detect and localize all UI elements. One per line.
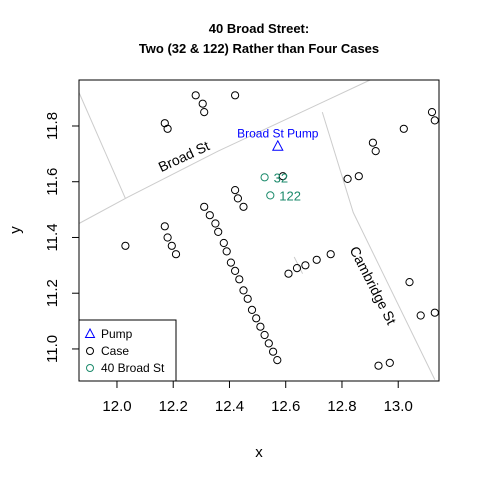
pump-marker bbox=[271, 139, 284, 151]
legend-symbol-0 bbox=[84, 327, 96, 338]
case-point-1 bbox=[198, 99, 207, 108]
case-point-25 bbox=[233, 194, 242, 203]
legend-label-0: Pump bbox=[101, 327, 133, 341]
case-point-17 bbox=[247, 305, 257, 314]
case-point-28 bbox=[160, 222, 169, 231]
case-point-14 bbox=[235, 275, 244, 284]
road-lines bbox=[78, 79, 436, 380]
case-point-22 bbox=[269, 347, 278, 356]
case-point-9 bbox=[214, 227, 223, 236]
pump-label: Broad St Pump bbox=[237, 126, 319, 140]
x-tick-label-12.8: 12.8 bbox=[327, 398, 356, 415]
case-point-21 bbox=[264, 339, 273, 348]
case-point-36 bbox=[312, 255, 321, 264]
case-point-41 bbox=[371, 147, 380, 156]
case-point-12 bbox=[226, 258, 235, 267]
chart-title-line2: Two (32 & 122) Rather than Four Cases bbox=[139, 41, 379, 56]
broad-st-40-label-32: 32 bbox=[274, 170, 288, 185]
case-point-35 bbox=[301, 261, 310, 270]
case-point-32 bbox=[121, 241, 130, 250]
x-axis: 12.0 12.2 12.4 12.6 12.8 13.0 bbox=[102, 380, 413, 415]
case-point-42 bbox=[399, 124, 408, 133]
case-point-46 bbox=[416, 311, 425, 320]
case-point-47 bbox=[430, 308, 439, 317]
y-tick-label-11.6: 11.6 bbox=[44, 168, 61, 196]
y-tick-label-11.2: 11.2 bbox=[44, 279, 61, 307]
case-point-27 bbox=[278, 172, 287, 181]
case-points bbox=[121, 91, 439, 370]
legend-symbol-1 bbox=[86, 347, 94, 355]
case-point-44 bbox=[430, 116, 439, 125]
broad-st-40-point-122 bbox=[266, 191, 275, 200]
y-tick-label-11.8: 11.8 bbox=[44, 112, 61, 140]
case-point-37 bbox=[326, 250, 335, 259]
street-label-0: Broad St bbox=[156, 137, 212, 175]
case-point-8 bbox=[211, 219, 220, 228]
broad-st-40-point-32 bbox=[260, 173, 269, 182]
x-tick-label-12.6: 12.6 bbox=[271, 398, 300, 415]
case-point-34 bbox=[292, 264, 302, 273]
case-point-11 bbox=[222, 247, 231, 256]
case-point-45 bbox=[405, 278, 414, 287]
case-point-19 bbox=[256, 322, 265, 331]
case-point-16 bbox=[243, 294, 252, 303]
road-line-0 bbox=[78, 79, 371, 224]
case-point-0 bbox=[191, 91, 200, 100]
case-point-6 bbox=[200, 202, 209, 211]
legend-box bbox=[78, 319, 177, 382]
y-axis: 11.0 11.2 11.4 11.6 11.8 bbox=[44, 112, 80, 363]
case-point-48 bbox=[374, 361, 383, 370]
case-point-43 bbox=[427, 108, 437, 117]
x-tick-label-13.0: 13.0 bbox=[384, 398, 413, 415]
x-tick-label-12.0: 12.0 bbox=[102, 398, 131, 415]
x-tick-label-12.4: 12.4 bbox=[215, 398, 244, 415]
case-point-18 bbox=[252, 314, 261, 323]
case-point-38 bbox=[343, 174, 352, 183]
case-point-24 bbox=[231, 186, 240, 195]
broad-st-40-label-122: 122 bbox=[279, 188, 301, 203]
case-point-49 bbox=[385, 358, 394, 367]
legend: Pump Case 40 Broad St bbox=[78, 319, 177, 382]
case-point-10 bbox=[219, 238, 228, 248]
road-line-3 bbox=[293, 256, 304, 274]
y-tick-label-11.0: 11.0 bbox=[44, 335, 61, 363]
legend-label-2: 40 Broad St bbox=[101, 361, 165, 375]
case-point-4 bbox=[160, 119, 169, 128]
case-point-7 bbox=[205, 211, 214, 220]
legend-label-1: Case bbox=[101, 344, 129, 358]
case-point-20 bbox=[260, 330, 269, 340]
case-point-39 bbox=[354, 172, 363, 181]
road-line-2 bbox=[321, 111, 436, 380]
case-point-15 bbox=[239, 286, 248, 295]
case-point-33 bbox=[284, 269, 293, 278]
case-point-3 bbox=[231, 91, 240, 100]
road-line-1 bbox=[78, 92, 126, 199]
pump-marker-group: Broad St Pump bbox=[237, 126, 319, 151]
case-point-31 bbox=[171, 250, 181, 259]
legend-symbol-2 bbox=[86, 364, 94, 372]
chart-title-line1: 40 Broad Street: bbox=[209, 21, 309, 36]
case-point-40 bbox=[368, 138, 377, 147]
y-axis-label: y bbox=[7, 226, 24, 234]
case-point-23 bbox=[273, 356, 282, 365]
street-label-1: Cambridge St bbox=[347, 244, 400, 328]
x-axis-label: x bbox=[255, 444, 263, 461]
case-point-30 bbox=[167, 241, 176, 250]
x-tick-label-12.2: 12.2 bbox=[159, 398, 188, 415]
y-tick-label-11.4: 11.4 bbox=[44, 223, 61, 251]
case-point-2 bbox=[200, 108, 209, 117]
case-point-26 bbox=[239, 202, 248, 211]
case-point-13 bbox=[231, 266, 240, 275]
case-point-5 bbox=[163, 124, 172, 133]
case-point-29 bbox=[163, 233, 172, 242]
